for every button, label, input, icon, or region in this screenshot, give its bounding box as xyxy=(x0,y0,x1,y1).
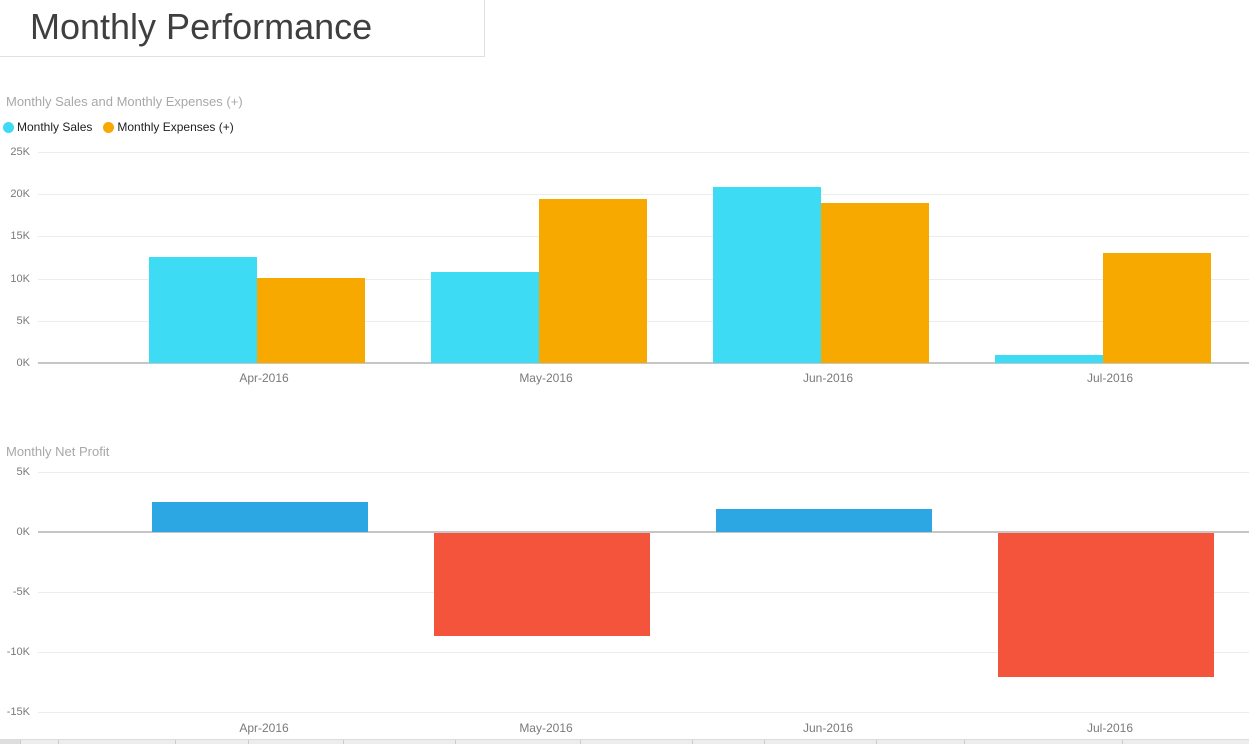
gridline xyxy=(38,194,1249,196)
gridline xyxy=(38,362,1249,364)
table-cell-edge xyxy=(343,740,455,744)
table-top-edge xyxy=(0,739,1249,744)
bar-monthly-sales-apr-2016[interactable] xyxy=(149,256,257,363)
table-cell-edge xyxy=(0,740,20,744)
page-title: Monthly Performance xyxy=(30,6,373,47)
bar-monthly-sales-jul-2016[interactable] xyxy=(995,354,1103,363)
bar-monthly-net-profit-jun-2016[interactable] xyxy=(716,509,932,532)
table-cell-edge xyxy=(692,740,764,744)
table-cell-edge xyxy=(20,740,58,744)
gridline xyxy=(38,152,1249,153)
bar-monthly-expenses-may-2016[interactable] xyxy=(539,199,647,363)
bar-monthly-net-profit-jul-2016[interactable] xyxy=(998,533,1214,677)
x-axis-label: May-2016 xyxy=(519,371,573,385)
y-axis-tick-label: -5K xyxy=(12,586,30,598)
gridline xyxy=(38,531,1249,533)
report-title-box: Monthly Performance xyxy=(0,0,485,57)
table-cell-edge xyxy=(1122,740,1249,744)
y-axis-tick-label: -10K xyxy=(6,646,30,658)
table-cell-edge xyxy=(580,740,692,744)
legend-item-monthly-expenses[interactable]: Monthly Expenses (+) xyxy=(103,120,234,134)
chart-title: Monthly Net Profit xyxy=(6,444,110,459)
legend-dot-icon xyxy=(103,121,115,133)
bar-monthly-sales-jun-2016[interactable] xyxy=(713,187,821,363)
x-axis-label: Jun-2016 xyxy=(802,371,854,385)
x-axis-label: Jul-2016 xyxy=(1086,371,1134,385)
sales-expenses-chart: Monthly Sales and Monthly Expenses (+) M… xyxy=(0,90,1249,392)
table-cell-edge xyxy=(764,740,876,744)
legend-label: Monthly Sales xyxy=(17,120,93,134)
gridline xyxy=(38,652,1249,653)
y-axis-tick-label: 10K xyxy=(10,272,30,285)
y-axis-tick-label: 20K xyxy=(10,188,30,201)
table-cell-edge xyxy=(455,740,580,744)
gridline xyxy=(38,712,1249,713)
y-axis-tick-label: 0K xyxy=(16,526,30,538)
table-cell-edge xyxy=(876,740,964,744)
table-cell-edge xyxy=(58,740,175,744)
plot-area: 25K 20K 15K 10K 5K 0K Apr-2016 May-2016 Jun-2016… xyxy=(0,90,1249,392)
x-axis-label: Apr-2016 xyxy=(239,721,289,735)
legend-dot-icon xyxy=(3,121,14,133)
x-axis-label: Apr-2016 xyxy=(239,371,289,385)
table-cell-edge xyxy=(175,740,248,744)
bar-monthly-expenses-apr-2016[interactable] xyxy=(257,277,365,363)
y-axis-tick-label: -15K xyxy=(6,706,30,718)
x-axis-label: Jun-2016 xyxy=(802,721,854,735)
x-axis-label: Jul-2016 xyxy=(1086,721,1134,735)
y-axis-tick-label: 15K xyxy=(10,230,30,243)
bar-monthly-sales-may-2016[interactable] xyxy=(431,271,539,363)
table-cell-edge xyxy=(248,740,343,744)
y-axis-tick-label: 25K xyxy=(10,146,30,158)
net-profit-chart: Monthly Net Profit 5K 0K -5K -10K -15K Apr-20… xyxy=(0,440,1249,744)
legend-item-monthly-sales[interactable]: Monthly Sales xyxy=(3,120,92,134)
bar-monthly-expenses-jul-2016[interactable] xyxy=(1103,253,1211,363)
bar-monthly-net-profit-apr-2016[interactable] xyxy=(152,502,368,532)
legend: Monthly Sales Monthly Expenses (+) xyxy=(3,120,234,134)
x-axis-label: May-2016 xyxy=(519,721,573,735)
y-axis-tick-label: 5K xyxy=(16,314,30,327)
bar-monthly-expenses-jun-2016[interactable] xyxy=(821,203,929,363)
bar-monthly-net-profit-may-2016[interactable] xyxy=(434,533,650,637)
gridline xyxy=(38,472,1249,473)
table-cell-edge xyxy=(964,740,1122,744)
y-axis-tick-label: 5K xyxy=(16,466,30,478)
plot-area: 5K 0K -5K -10K -15K Apr-2016 May-2016 Jun-2016 J… xyxy=(0,440,1249,744)
chart-title: Monthly Sales and Monthly Expenses (+) xyxy=(6,94,243,109)
y-axis-tick-label: 0K xyxy=(16,357,30,369)
legend-label: Monthly Expenses (+) xyxy=(117,120,234,134)
